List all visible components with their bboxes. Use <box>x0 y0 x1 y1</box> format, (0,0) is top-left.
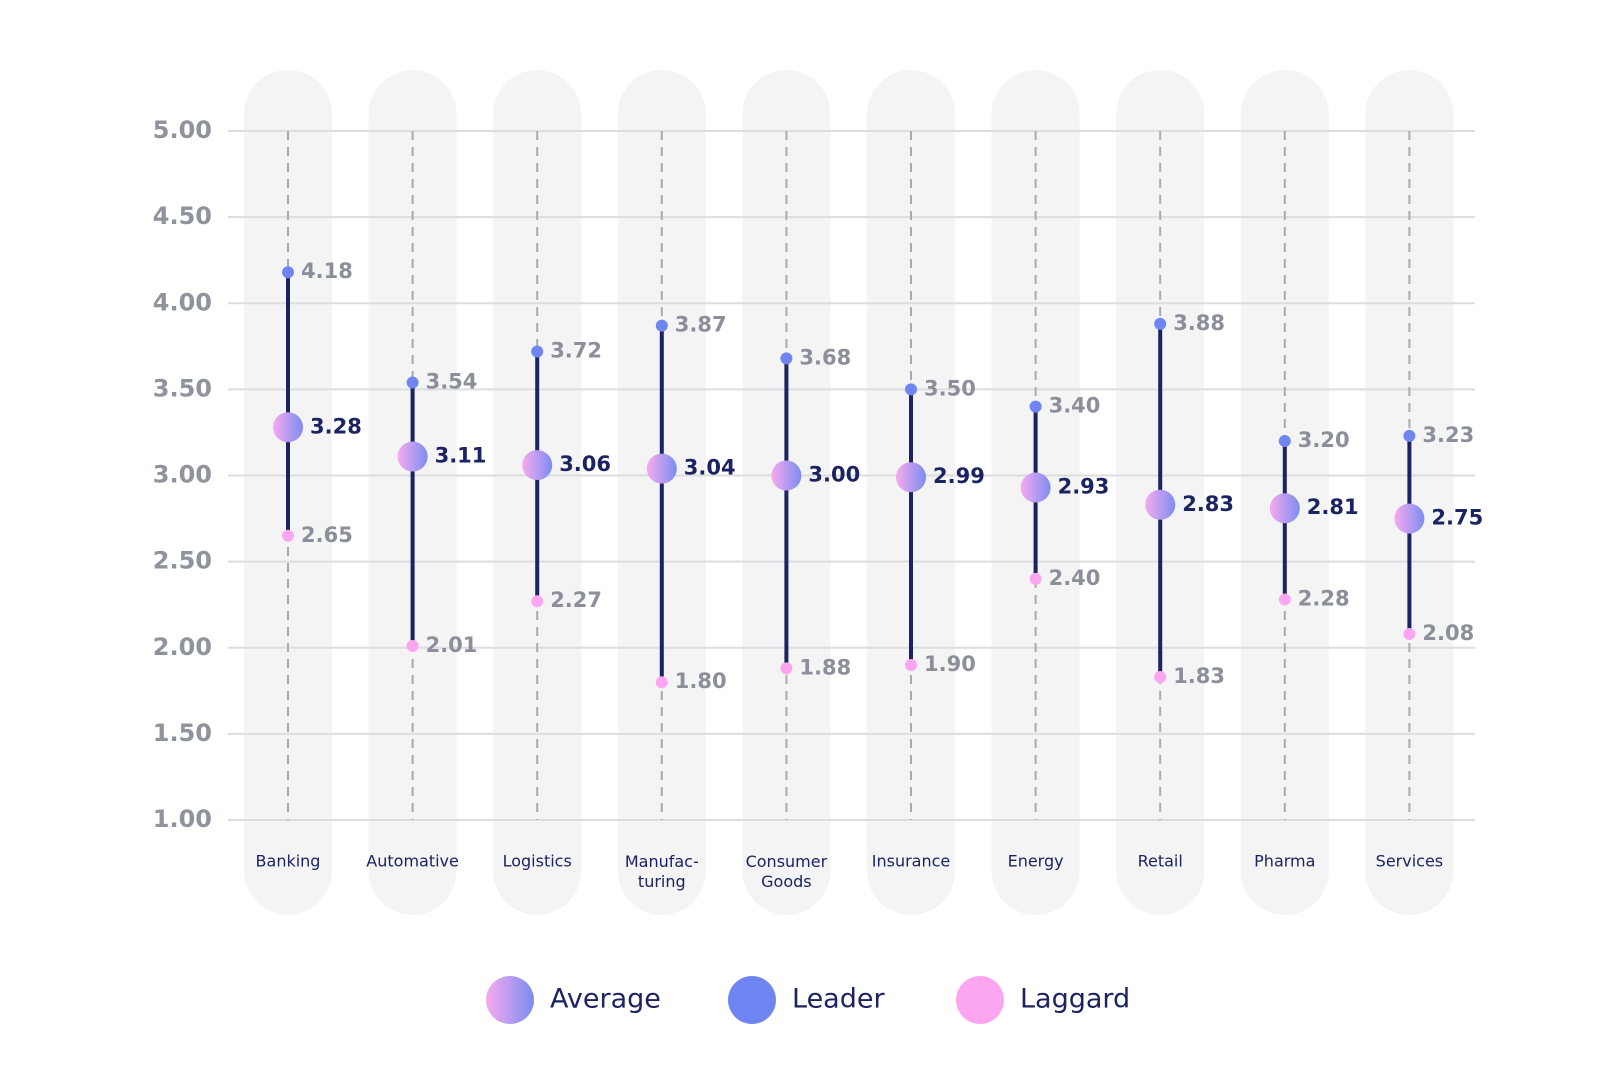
dot <box>282 529 294 542</box>
legend-label: Leader <box>792 984 885 1015</box>
value-label: 2.40 <box>1049 566 1101 590</box>
value-label: 3.40 <box>1049 394 1101 418</box>
dot <box>896 462 926 493</box>
legend-swatch <box>486 976 534 1024</box>
value-label: 3.11 <box>435 444 487 468</box>
value-label: 3.87 <box>675 313 727 337</box>
y-tick-label: 4.00 <box>153 288 212 316</box>
dot <box>531 595 544 608</box>
value-label: 1.83 <box>1173 664 1225 688</box>
value-label: 3.23 <box>1422 423 1474 447</box>
value-label: 2.81 <box>1307 495 1359 519</box>
dot <box>780 352 793 365</box>
value-label: 2.08 <box>1422 621 1474 645</box>
dot <box>1154 317 1167 330</box>
dot <box>406 640 419 653</box>
value-label: 1.80 <box>675 669 727 693</box>
dot <box>1278 593 1291 606</box>
value-label: 1.90 <box>924 652 976 676</box>
value-label: 2.28 <box>1298 587 1350 611</box>
x-tick-label: Services <box>1376 852 1443 871</box>
value-label: 1.88 <box>799 655 851 679</box>
dot <box>406 376 419 389</box>
value-label: 2.65 <box>301 523 353 547</box>
x-tick-label: Energy <box>1008 852 1064 871</box>
legend-label: Average <box>550 984 661 1015</box>
value-label: 4.18 <box>301 259 353 283</box>
value-label: 3.88 <box>1173 311 1225 335</box>
legend-swatch <box>956 976 1004 1024</box>
dot <box>1029 572 1042 585</box>
y-tick-label: 3.50 <box>153 374 212 402</box>
dot <box>1020 472 1051 503</box>
x-tick-label: Insurance <box>872 852 951 871</box>
dot <box>1278 435 1291 448</box>
value-label: 2.93 <box>1058 475 1110 499</box>
x-tick-label: Manufac-turing <box>625 852 699 891</box>
value-label: 3.20 <box>1298 428 1350 452</box>
value-label: 3.50 <box>924 376 976 400</box>
y-tick-label: 2.50 <box>153 547 212 575</box>
dot <box>905 383 917 396</box>
x-tick-label: Automative <box>366 852 459 871</box>
value-label: 3.72 <box>550 338 602 362</box>
y-tick-label: 1.00 <box>153 805 212 833</box>
value-label: 3.28 <box>310 414 362 438</box>
x-tick-label: Banking <box>256 852 321 871</box>
x-tick-label: Retail <box>1138 852 1183 871</box>
y-tick-label: 4.50 <box>153 202 212 230</box>
value-label: 3.54 <box>426 369 478 393</box>
value-label: 3.04 <box>684 456 736 480</box>
dot <box>905 658 917 671</box>
x-tick-label: Consumer Goods <box>746 852 828 891</box>
value-label: 2.01 <box>426 633 478 657</box>
value-label: 3.68 <box>799 345 851 369</box>
y-tick-label: 1.50 <box>153 719 212 747</box>
dot <box>771 460 802 491</box>
value-label: 2.83 <box>1182 492 1234 516</box>
dot <box>1403 627 1416 640</box>
dot <box>273 412 303 443</box>
x-tick-label: Logistics <box>503 852 572 871</box>
dot <box>780 662 793 675</box>
dot <box>1394 503 1425 534</box>
y-tick-label: 2.00 <box>153 633 212 661</box>
value-label: 3.06 <box>559 452 611 476</box>
legend-label: Laggard <box>1020 984 1130 1015</box>
value-label: 3.00 <box>808 463 860 487</box>
value-label: 2.99 <box>933 464 985 488</box>
value-label: 2.75 <box>1431 506 1483 530</box>
dot <box>1403 429 1416 442</box>
dot <box>397 441 428 472</box>
dot <box>646 453 677 484</box>
dot <box>655 676 668 689</box>
y-tick-label: 3.00 <box>153 461 212 489</box>
legend-swatch <box>728 976 776 1024</box>
dot <box>1145 489 1176 520</box>
value-label: 2.27 <box>550 588 602 612</box>
y-tick-label: 5.00 <box>153 116 212 144</box>
dot <box>1154 671 1167 684</box>
dot <box>1269 493 1300 524</box>
x-tick-label: Pharma <box>1254 852 1315 871</box>
dot <box>1029 400 1042 413</box>
dot <box>655 319 668 332</box>
dot <box>531 345 544 358</box>
dot <box>522 450 553 481</box>
dot <box>282 266 294 279</box>
